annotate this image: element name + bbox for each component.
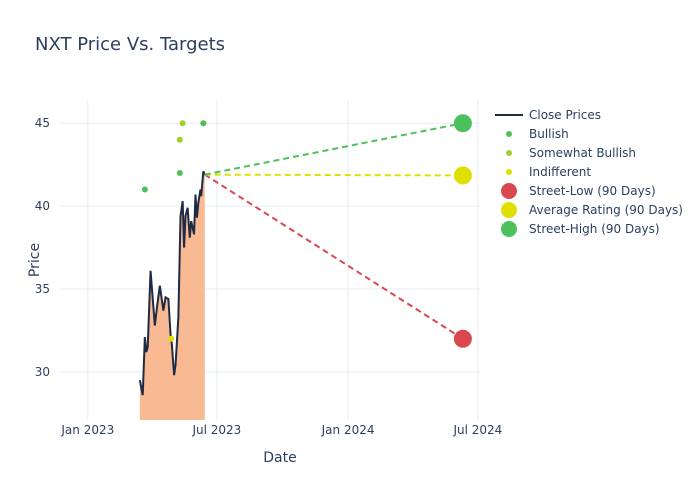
legend-label: Somewhat Bullish <box>529 146 636 160</box>
rating-point <box>176 169 183 176</box>
rating-point <box>168 335 175 342</box>
target-marker <box>453 166 472 185</box>
x-tick-label: Jul 2024 <box>452 423 502 437</box>
y-tick-label: 35 <box>35 282 50 296</box>
y-tick-label: 45 <box>35 116 50 130</box>
legend-dot-icon <box>506 150 512 156</box>
x-tick-label: Jan 2023 <box>60 423 114 437</box>
legend-dot-icon <box>506 169 512 175</box>
y-tick-label: 30 <box>35 365 50 379</box>
x-axis-label: Date <box>263 450 296 466</box>
legend-dot-icon <box>506 131 512 137</box>
legend-marker-icon <box>501 221 517 237</box>
legend-marker-icon <box>501 202 517 218</box>
legend-marker-icon <box>501 183 517 199</box>
x-tick-label: Jan 2024 <box>321 423 375 437</box>
rating-point <box>179 120 186 127</box>
legend-label: Bullish <box>529 127 569 141</box>
target-line <box>204 122 464 176</box>
close-price-line <box>138 170 206 396</box>
legend-label: Street-Low (90 Days) <box>529 184 656 198</box>
target-line <box>204 173 464 340</box>
chart-title: NXT Price Vs. Targets <box>35 34 225 55</box>
target-marker <box>453 329 472 348</box>
rating-point <box>141 186 148 193</box>
y-axis-label: Price <box>27 243 43 277</box>
target-line <box>204 173 463 177</box>
legend-label: Close Prices <box>529 108 601 122</box>
legend-label: Indifferent <box>529 165 591 179</box>
y-tick-label: 40 <box>35 199 50 213</box>
legend-label: Street-High (90 Days) <box>529 222 660 236</box>
legend-label: Average Rating (90 Days) <box>529 203 683 217</box>
rating-point <box>176 136 183 143</box>
target-marker <box>453 114 472 133</box>
rating-point <box>200 120 207 127</box>
x-tick-label: Jul 2023 <box>191 423 241 437</box>
